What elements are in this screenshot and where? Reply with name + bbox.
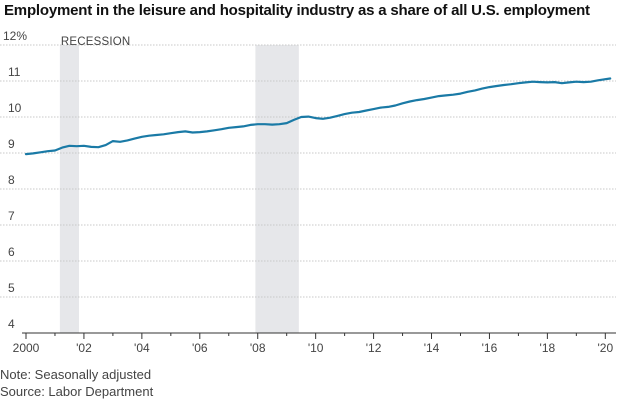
recession-bands [59,45,299,333]
x-tick-label-2020: '20 [597,341,613,355]
y-tick-label-12: 12% [3,29,27,43]
grid-lines [0,44,616,298]
x-tick-label-2004: '04 [134,341,150,355]
x-tick-label-2010: '10 [308,341,324,355]
x-tick-label-2016: '16 [482,341,498,355]
x-tick-label-2008: '08 [250,341,266,355]
x-tick-label-2002: '02 [76,341,92,355]
x-tick-label-2014: '14 [424,341,440,355]
y-tick-label-7: 7 [8,209,15,223]
y-tick-label-11: 11 [8,65,21,79]
x-tick-label-2000: 2000 [13,341,40,355]
x-tick-label-2006: '06 [192,341,208,355]
note-text: Note: Seasonally adjusted [0,367,152,382]
y-axis-tick-labels: 4 5 6 7 8 9 10 11 12% [3,29,27,331]
y-tick-label-6: 6 [8,245,15,259]
y-tick-label-4: 4 [8,317,15,331]
y-tick-label-10: 10 [8,101,22,115]
y-tick-label-9: 9 [8,137,15,151]
y-tick-label-5: 5 [8,281,15,295]
source-text: Source: Labor Department [0,384,154,399]
x-axis: 2000 '02 '04 '06 '08 '10 '12 '14 '16 '18 '20 [13,332,616,355]
chart-title: Employment in the leisure and hospitalit… [4,2,590,19]
x-tick-label-2018: '18 [540,341,556,355]
series-line [24,77,612,156]
x-tick-label-2012: '12 [366,341,382,355]
y-tick-label-8: 8 [8,173,15,187]
recession-label: RECESSION [61,36,131,48]
